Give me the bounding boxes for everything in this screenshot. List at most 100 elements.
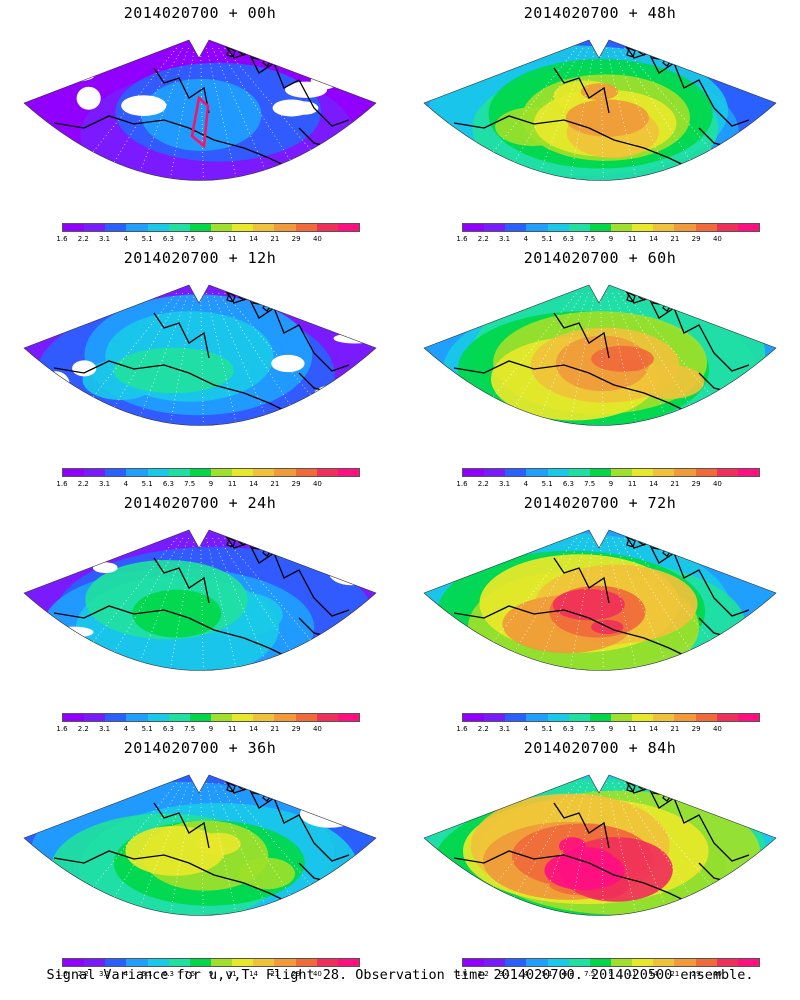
colorbar-tick-labels: 1.6 2.2 3.1 4 5.1 6.3 7.5 9 11 14 21 29 40 [456,480,760,490]
colorbar-tick-label: 2.2 [77,480,89,488]
colorbar-swatch [232,714,254,721]
longitude-gridline [224,292,365,426]
map-panel: 2014020700 + 12h 1.6 2.2 3.1 4 5.1 6.3 7.5 9 11 14… [0,245,400,490]
panel-title: 2014020700 + 72h [523,494,677,512]
colorbar-tick-label: 7.5 [184,725,196,733]
longitude-gridline [483,47,583,181]
below-threshold-area [121,95,167,116]
longitude-gridline [218,537,325,671]
variance-contour [557,847,619,887]
colorbar-tick-label: 14 [249,235,259,243]
colorbar-swatch [84,224,106,231]
colorbar-tick-label: 4 [523,480,529,488]
colorbar-tick-label: 40 [312,480,322,488]
colorbar-tick-label: 4 [523,725,529,733]
latitude-gridline [448,191,752,195]
colorbar-swatch [63,224,85,231]
colorbar-swatch [568,469,590,476]
colorbar-tick-label: 11 [227,480,237,488]
longitude-gridline [618,292,725,426]
longitude-gridline [224,537,365,671]
colorbar-swatch [295,959,317,966]
below-threshold-area [53,626,94,638]
colorbar-tick-label: 21 [670,235,680,243]
colorbar-tick-label: 6.3 [162,235,174,243]
colorbar-tick-label: 5.1 [141,480,153,488]
colorbar-swatch [189,714,211,721]
colorbar-swatch [568,224,590,231]
colorbar [62,223,360,232]
colorbar-swatch [674,469,696,476]
colorbar-swatch [105,714,127,721]
colorbar-swatch [316,959,338,966]
colorbar-swatch [232,959,254,966]
colorbar-tick-label: 11 [627,725,637,733]
colorbar-tick-label: 2.2 [77,970,89,978]
colorbar-tick-label: 29 [691,725,701,733]
colorbar-tick-label: 21 [270,480,280,488]
colorbar-swatch [210,959,233,966]
colorbar-swatch [737,469,759,476]
colorbar-swatch [632,714,654,721]
colorbar-swatch [316,714,338,721]
latitude-gridline [48,681,352,685]
colorbar-swatch [632,224,654,231]
coastline [53,532,370,669]
longitude-gridline [206,292,245,426]
below-threshold-area [328,559,374,586]
colorbar-tick-label: 40 [712,725,722,733]
latitude-gridline [448,926,752,930]
map-border [23,39,377,181]
colorbar [462,468,760,477]
colorbar-tick-label: 14 [249,970,259,978]
colorbar-tick-label: 11 [627,970,637,978]
colorbar-swatch [189,959,211,966]
colorbar-swatch [84,469,106,476]
colorbar-swatch [610,959,633,966]
below-threshold-area [313,384,365,405]
variance-contour [141,78,262,151]
panel-title: 2014020700 + 60h [523,249,677,267]
variance-contour [238,857,296,890]
colorbar-tick-label: 3.1 [498,725,511,733]
colorbar-tick-label: 11 [227,970,237,978]
colorbar-swatch [737,959,759,966]
colorbar-tick-label: 4 [123,235,129,243]
variance-contour [618,359,647,372]
longitude-gridline [483,292,583,426]
colorbar-swatch [484,714,506,721]
map-panel: 2014020700 + 24h 1.6 2.2 3.1 4 5.1 6.3 7.5 9 11 14… [0,490,400,735]
longitude-gridline [123,47,189,181]
colorbar-swatch [484,224,506,231]
colorbar-tick-label: 1.6 [56,235,68,243]
colorbar [62,713,360,722]
map-border [423,284,777,426]
below-threshold-area [271,354,305,373]
colorbar-swatch [716,959,738,966]
colorbar-swatch [337,224,359,231]
colorbar-swatch [505,224,527,231]
longitude-gridline [606,537,645,671]
colorbar-swatch [295,224,317,231]
colorbar-tick-label: 4 [123,480,129,488]
colorbar-swatch [526,714,548,721]
map-border [23,529,377,671]
colorbar-tick-label: 6.3 [162,970,174,978]
colorbar-tick-label: 21 [670,725,680,733]
colorbar-swatch [674,959,696,966]
map-border [423,39,777,181]
below-threshold-area [289,101,319,115]
colorbar-tick-label: 40 [712,480,722,488]
colorbar-tick-label: 11 [627,480,637,488]
colorbar-swatch [526,469,548,476]
map-border [423,529,777,671]
longitude-gridline [218,47,325,181]
colorbar-tick-label: 3.1 [98,970,111,978]
variance-map [23,529,377,685]
colorbar-swatch [253,469,275,476]
colorbar-swatch [126,469,148,476]
colorbar-swatch [653,959,675,966]
coastline [453,777,770,914]
colorbar-swatch [653,469,675,476]
colorbar-swatch [674,224,696,231]
